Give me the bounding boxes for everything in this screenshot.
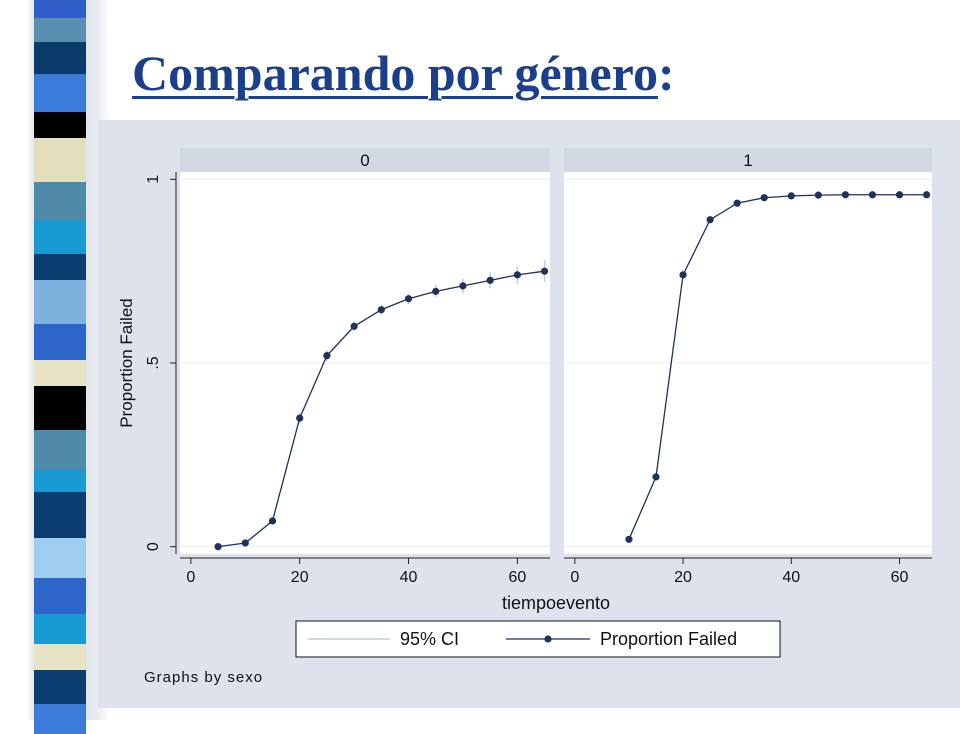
x-tick-label: 40 xyxy=(400,569,418,586)
data-point xyxy=(350,322,358,330)
slide-title: Comparando por género: xyxy=(132,44,675,102)
stripe-block xyxy=(34,112,86,138)
data-point xyxy=(214,543,222,551)
data-point xyxy=(868,191,877,199)
stripe-block xyxy=(34,138,86,182)
data-point xyxy=(652,473,660,481)
stripe-block xyxy=(34,182,86,220)
stripe-block xyxy=(34,280,86,324)
legend-ci-label: 95% CI xyxy=(400,629,459,649)
y-axis-title: Proportion Failed xyxy=(117,298,136,427)
data-point xyxy=(760,194,768,202)
data-point xyxy=(733,199,741,207)
data-point xyxy=(841,191,850,199)
data-point xyxy=(679,271,687,279)
stripe-block xyxy=(34,492,86,538)
slide-title-text: Comparando por género xyxy=(132,45,658,101)
stripe-block xyxy=(34,254,86,280)
legend: 95% CI Proportion Failed xyxy=(295,620,781,658)
stripe-block xyxy=(34,0,86,18)
decorative-side-stripe xyxy=(0,0,110,734)
stripe-block xyxy=(34,538,86,578)
stripe-block xyxy=(34,644,86,670)
panel-0: 0 0 20 40 60 0 .5 1 Proportion Failed xyxy=(117,148,550,586)
panel-header-label: 1 xyxy=(743,151,752,170)
legend-series-label: Proportion Failed xyxy=(600,629,737,649)
survival-chart: 0 0 20 40 60 0 .5 1 Proportion Failed 1 0 20 40 60 tie… xyxy=(117,148,932,686)
stripe-block xyxy=(34,704,86,734)
stripe-block xyxy=(34,670,86,704)
data-point xyxy=(323,352,331,360)
stripe-block xyxy=(34,42,86,74)
data-point xyxy=(296,414,304,422)
data-point xyxy=(513,271,521,279)
data-point xyxy=(625,535,633,543)
data-point xyxy=(922,191,931,199)
panel-header xyxy=(180,148,550,172)
y-tick-label: 0 xyxy=(145,542,162,551)
data-point xyxy=(432,287,440,295)
stripe-block xyxy=(34,220,86,254)
panel-1: 1 0 20 40 60 xyxy=(564,148,932,586)
slide-title-colon: : xyxy=(657,45,675,101)
x-axis-title: tiempoevento xyxy=(502,593,610,613)
data-point xyxy=(241,539,249,547)
x-tick-label: 40 xyxy=(782,569,800,586)
stripe-block xyxy=(34,18,86,42)
data-point xyxy=(814,191,822,199)
x-tick-label: 20 xyxy=(291,569,309,586)
panel-header xyxy=(564,148,932,172)
legend-series-marker xyxy=(544,635,552,643)
data-point xyxy=(895,191,904,199)
x-tick-label: 0 xyxy=(186,569,195,586)
stripe-block xyxy=(34,578,86,614)
data-point xyxy=(459,282,467,290)
stripe-block xyxy=(34,614,86,644)
x-tick-label: 0 xyxy=(570,569,579,586)
data-point xyxy=(268,517,277,525)
series-line xyxy=(628,194,927,540)
data-point xyxy=(486,276,494,284)
stripe-block xyxy=(34,360,86,386)
data-point xyxy=(404,295,413,303)
x-tick-label: 60 xyxy=(891,569,909,586)
data-point xyxy=(706,216,714,224)
data-point xyxy=(787,192,795,200)
panel-header-label: 0 xyxy=(360,151,369,170)
x-tick-label: 60 xyxy=(508,569,526,586)
stripe-block xyxy=(34,430,86,470)
x-tick-label: 20 xyxy=(674,569,692,586)
graph-area: 0 0 20 40 60 0 .5 1 Proportion Failed 1 0 20 40 60 tie… xyxy=(98,120,960,708)
data-point xyxy=(377,306,385,314)
y-tick-label: 1 xyxy=(145,175,162,184)
data-point xyxy=(540,267,549,275)
graph-note: Graphs by sexo xyxy=(144,669,263,686)
stripe-block xyxy=(34,324,86,360)
y-tick-label: .5 xyxy=(145,356,162,369)
stripe-block xyxy=(34,386,86,430)
stripe-block xyxy=(34,74,86,112)
stripe-block xyxy=(34,470,86,492)
